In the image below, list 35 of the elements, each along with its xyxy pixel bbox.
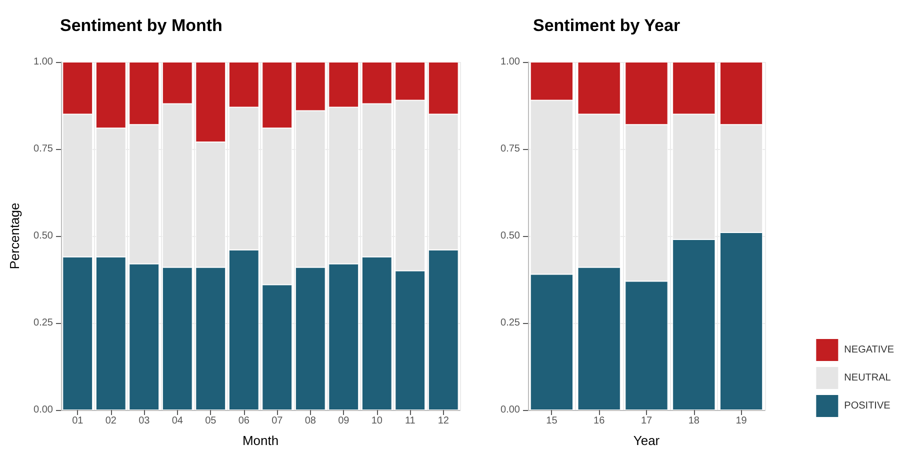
y-tick-label: 1.00 xyxy=(500,56,520,68)
y-tick-label: 0.75 xyxy=(34,144,54,154)
y-tick-label: 0.50 xyxy=(34,230,54,242)
y-tick-label: 0.25 xyxy=(500,318,520,328)
x-tick-label: 10 xyxy=(371,416,383,426)
legend-label: NEGATIVE xyxy=(844,344,894,356)
y-tick-label: 0.00 xyxy=(34,404,54,416)
legend-label: POSITIVE xyxy=(844,400,891,412)
x-tick-label: 08 xyxy=(304,416,316,426)
x-tick-label: 01 xyxy=(72,416,84,426)
x-axis-title: Year xyxy=(633,433,660,448)
chart-title: Sentiment by Year xyxy=(533,16,680,35)
y-tick-label: 0.00 xyxy=(500,404,520,416)
y-tick-label: 0.25 xyxy=(34,318,54,328)
legend-label: NEUTRAL xyxy=(844,372,892,384)
x-tick-label: 03 xyxy=(138,416,150,426)
y-tick-label: 1.00 xyxy=(34,56,54,68)
y-tick-label: 0.75 xyxy=(500,144,520,154)
x-tick-label: 11 xyxy=(404,416,416,426)
x-tick-label: 12 xyxy=(438,416,450,426)
x-tick-label: 07 xyxy=(272,416,284,426)
chart-title: Sentiment by Month xyxy=(60,16,222,35)
x-tick-label: 05 xyxy=(205,416,217,426)
x-tick-label: 18 xyxy=(688,416,700,426)
y-axis-title: Percentage xyxy=(7,202,22,270)
x-tick-label: 06 xyxy=(238,416,250,426)
x-tick-label: 15 xyxy=(546,416,558,426)
x-tick-label: 04 xyxy=(172,416,184,426)
x-axis-title: Month xyxy=(242,433,279,448)
x-tick-label: 16 xyxy=(594,416,606,426)
x-tick-label: 02 xyxy=(105,416,117,426)
y-tick-label: 0.50 xyxy=(500,230,520,242)
x-tick-label: 09 xyxy=(338,416,350,426)
x-tick-label: 17 xyxy=(640,416,652,426)
x-tick-label: 19 xyxy=(736,416,748,426)
